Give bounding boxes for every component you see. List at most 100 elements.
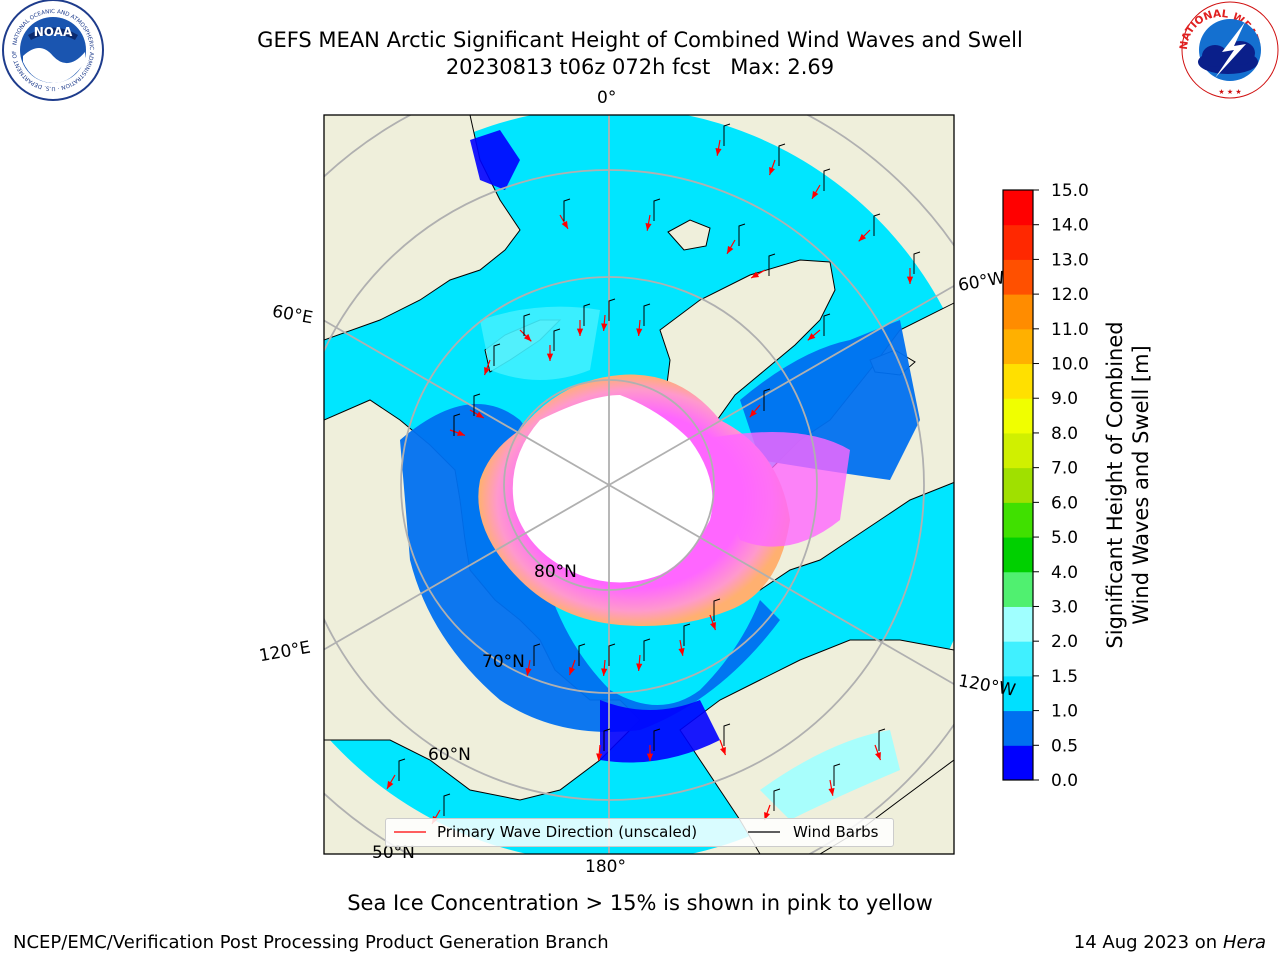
chart-title-line1: GEFS MEAN Arctic Significant Height of C… [257,28,1023,52]
wave-arrows [386,123,921,825]
colorbar-segment [1003,259,1033,295]
lon-label-top: 0° [597,88,617,108]
colorbar-tick-label: 8.0 [1051,424,1078,444]
wind-barb [608,298,616,321]
wave-arrow-head [720,747,726,756]
wave-arrow-head [645,222,652,231]
wind-barb [873,213,881,236]
wave-arrow-head [569,667,575,676]
wind-barb [913,251,921,274]
colorbar-title-line1: Significant Height of Combined [1103,321,1127,649]
wave-arrow-head [646,753,654,761]
wind-barb [578,643,586,666]
wind-barb [778,143,786,166]
colorbar-segment [1003,328,1033,365]
legend-primary-wave: Primary Wave Direction (unscaled) [437,823,698,841]
landmass-svalbard [667,219,711,251]
map-frame [323,114,955,855]
wave-arrow-head [636,663,643,671]
wind-barb [453,413,461,436]
wind-barb [443,793,451,816]
wind-barb [713,598,721,621]
svg-text:★ ★ ★: ★ ★ ★ [1218,88,1241,96]
wind-barb [763,388,771,411]
wave-arrow-head [828,787,835,796]
legend-barb-swatch [748,831,780,833]
colorbar-tick-label: 13.0 [1051,250,1089,270]
colorbar-segment [1003,710,1033,746]
wave-arrow-head [812,190,819,199]
wind-barb [563,198,571,221]
footer-machine: Hera [1222,932,1266,953]
noaa-logo-text: NOAA [34,25,73,39]
lat-label-80: 80°N [534,562,577,582]
wave-arrow-head [749,409,757,418]
wave-arrow-head [523,333,532,342]
colorbar-segment [1003,606,1033,642]
wind-barb [473,393,481,416]
colorbar-tick-label: 4.0 [1051,563,1078,583]
wave-arrow-head [906,276,914,284]
wave-arrow-head [769,167,775,176]
wind-barb [738,223,746,246]
colorbar-segment [1003,432,1033,469]
colorbar-tick-label: 7.0 [1051,459,1078,479]
colorbar-segment [1003,571,1033,607]
sea-ice-caption: Sea Ice Concentration > 15% is shown in … [347,891,933,915]
colorbar-segment [1003,294,1033,330]
lat-label-60: 60°N [428,745,471,765]
colorbar-tick-label: 3.0 [1051,597,1078,617]
colorbar-tick-label: 14.0 [1051,216,1089,236]
colorbar-segment [1003,641,1033,677]
nws-ring-text: NATIONAL WEATHER SERVICE [0,0,1262,52]
wave-arrow-head [727,245,734,254]
wind-barb [773,788,781,811]
wind-barb [608,643,616,666]
wave-arrow-head [576,328,584,336]
map-legend: Primary Wave Direction (unscaled) Wind B… [385,818,894,847]
wind-barb [398,758,406,781]
colorbar-segment [1003,537,1033,573]
wave-arrow-head [546,353,554,361]
legend-wave-swatch [394,831,426,833]
colorbar-segment [1003,745,1033,781]
wind-barb [583,303,591,326]
wind-barb [493,343,501,366]
wind-barb [533,643,541,666]
colorbar-tick-label: 12.0 [1051,285,1089,305]
colorbar-segment [1003,224,1033,260]
wave-arrow-head [858,233,867,242]
wind-barb [683,623,691,646]
footer-date: 14 Aug 2023 on [1073,932,1218,953]
lat-label-50: 50°N [372,843,415,863]
colorbar-tick-label: 15.0 [1051,181,1089,201]
wind-barb [553,328,561,351]
colorbar-tick-label: 0.5 [1051,736,1078,756]
colorbar-tick-label: 0.0 [1051,771,1078,791]
wind-barb [823,168,831,191]
wind-barb [643,303,651,326]
colorbar-tick-label: 5.0 [1051,528,1078,548]
wind-barb [768,253,776,276]
wave-arrow-head [807,333,816,341]
colorbar-tick-label: 9.0 [1051,389,1078,409]
wind-barb [523,313,531,336]
polar-map [324,115,954,854]
svg-text:NATIONAL WEATHER SERVICE: NATIONAL WEATHER SERVICE [0,0,1262,52]
wind-barb [653,198,661,221]
wave-arrow-head [715,147,722,156]
wave-band-chukchi [600,700,720,763]
legend-wind-barbs: Wind Barbs [793,823,879,841]
pole-hole [512,395,713,583]
colorbar-tick-label: 6.0 [1051,493,1078,513]
nws-logo: NATIONAL WEATHER SERVICE ★ ★ ★ [0,0,1279,99]
colorbar-segment [1003,190,1033,226]
wave-arrow-head [875,752,881,761]
chart-title-line2: 20230813 t06z 072h fcst Max: 2.69 [445,55,835,79]
colorbar-tick-label: 2.0 [1051,632,1078,652]
colorbar-segment [1003,675,1033,712]
wave-arrow-head [525,667,532,676]
wind-barb [833,763,841,786]
wind-barb [723,123,731,146]
